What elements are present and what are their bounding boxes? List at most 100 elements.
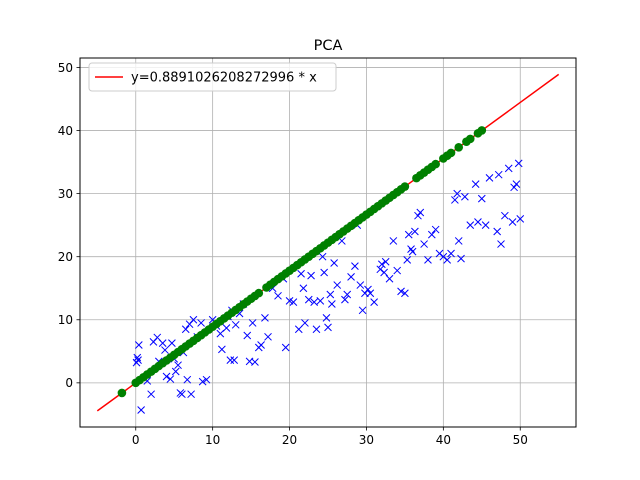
x-marker-point [512,180,521,189]
projected-point [454,142,464,152]
x-marker-point [408,247,417,256]
x-marker-stroke [198,377,207,386]
x-marker-point [294,325,303,334]
x-marker-stroke [466,221,475,230]
x-marker-stroke [366,289,375,298]
x-marker-stroke [301,319,309,327]
x-tick-label: 10 [205,433,220,447]
x-marker-point [481,221,490,230]
x-marker-point [197,319,205,327]
x-marker-point [264,332,272,341]
x-marker-point [420,240,428,248]
x-marker-stroke [310,298,319,306]
x-marker-stroke [161,346,169,354]
x-marker-point [514,159,523,168]
x-marker-stroke [477,194,486,203]
x-marker-point [474,218,482,226]
x-marker-point [251,358,259,366]
x-marker-point [497,240,505,248]
x-marker-point [216,329,225,338]
x-marker-point [424,255,432,264]
x-marker-stroke [181,325,190,334]
y-tick-label: 10 [58,313,73,327]
x-marker-stroke [341,295,349,304]
x-marker-point [230,356,239,364]
legend: y=0.8891026208272996 * x [88,62,337,92]
x-tick-label: 30 [359,433,374,447]
x-marker-stroke [424,255,432,264]
x-marker-stroke [454,237,463,245]
x-marker-stroke [316,296,325,305]
x-marker-point [416,208,425,217]
x-marker-stroke [403,255,412,264]
x-marker-point [318,252,327,261]
x-marker-point [330,259,339,267]
x-marker-point [451,196,459,204]
x-marker-point [508,218,517,226]
x-marker-point [183,375,192,384]
x-marker-stroke [420,240,428,248]
x-marker-point [316,296,325,305]
x-marker-stroke [202,375,211,384]
x-marker-stroke [312,325,321,334]
x-marker-stroke [208,315,217,324]
x-marker-stroke [397,287,405,296]
axis-ticks: 0 10 20 30 40 50 0 10 20 30 40 50 [58,61,528,447]
x-marker-point [347,273,355,281]
x-marker-point [447,249,455,258]
y-tick-label: 30 [58,187,73,201]
x-marker-point [380,268,388,277]
x-marker-point [187,390,195,399]
projected-point [465,134,475,144]
x-marker-point [324,323,332,332]
x-marker-stroke [294,325,303,334]
x-marker-point [322,314,331,322]
x-marker-point [351,262,359,271]
x-marker-stroke [226,356,235,364]
x-marker-stroke [401,289,409,298]
x-marker-point [401,289,409,298]
x-marker-stroke [514,159,523,168]
x-marker-point [178,390,186,399]
x-marker-point [403,255,412,264]
x-marker-point [364,285,372,294]
x-marker-stroke [222,324,231,332]
x-marker-point [133,353,142,362]
x-marker-stroke [485,173,494,182]
x-marker-point [158,339,167,347]
x-marker-point [327,300,336,308]
x-marker-point [510,183,518,192]
x-marker-point [427,230,436,239]
x-marker-stroke [171,367,180,376]
x-marker-stroke [178,390,186,399]
x-marker-stroke [461,192,469,201]
x-marker-point [411,227,419,236]
x-marker-point [297,269,305,278]
x-marker-stroke [414,211,422,220]
x-marker-point [461,192,469,201]
x-marker-stroke [358,306,367,315]
x-marker-point [231,320,240,329]
x-marker-point [358,306,367,315]
x-marker-point [307,271,315,280]
x-marker-point [312,325,321,334]
x-marker-point [356,281,365,289]
x-marker-point [381,257,390,266]
x-marker-point [389,237,398,245]
axes-frame [79,57,577,428]
x-marker-point [453,189,462,198]
x-marker-point [466,221,475,230]
x-marker-point [494,170,503,179]
x-marker-stroke [218,345,226,354]
x-marker-stroke [261,314,269,322]
x-marker-stroke [187,390,195,399]
x-marker-stroke [174,361,182,370]
x-marker-stroke [326,290,335,299]
x-marker-stroke [516,214,525,223]
x-marker-stroke [168,339,176,347]
x-marker-stroke [451,196,459,204]
x-marker-stroke [512,180,521,189]
x-marker-stroke [411,227,419,236]
x-marker-stroke [361,289,369,298]
x-marker-stroke [137,406,145,414]
